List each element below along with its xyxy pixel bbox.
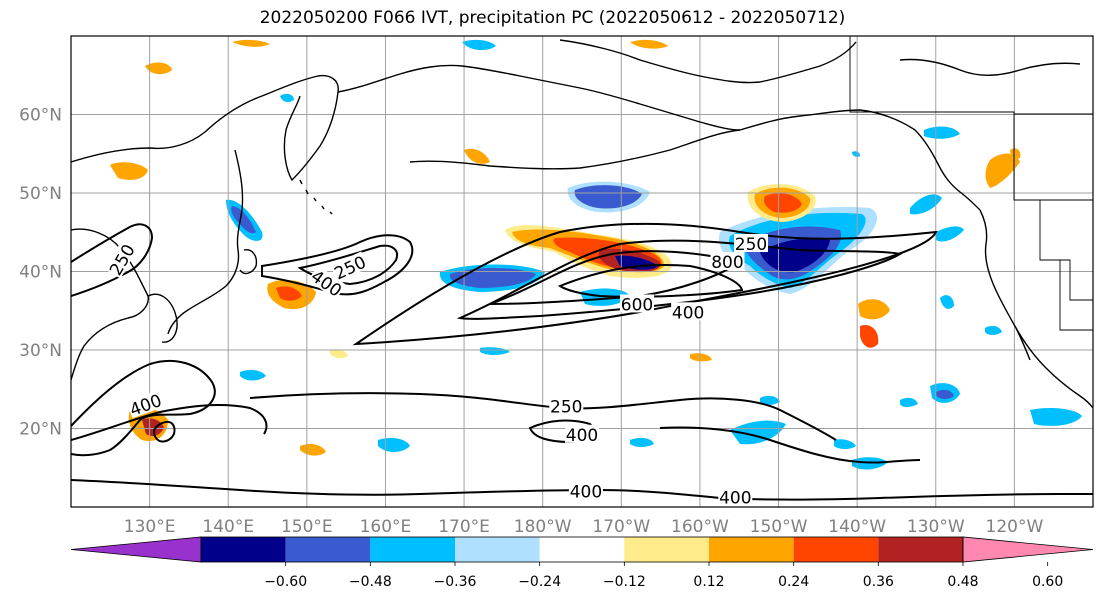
colorbar-tick-label: 0.36 xyxy=(863,574,894,590)
political-boundaries xyxy=(849,36,1093,331)
longitude-label: 170°E xyxy=(438,517,490,537)
contour-label-background xyxy=(568,481,603,500)
longitude-label: 180°W xyxy=(514,517,572,537)
colorbar-segment xyxy=(455,537,540,562)
colorbar-tick-label: −0.12 xyxy=(603,574,646,590)
colorbar-tick-label: −0.24 xyxy=(518,574,561,590)
contour-label-background xyxy=(330,251,369,283)
longitude-label: 140°W xyxy=(828,517,886,537)
latitude-label: 20°N xyxy=(19,420,62,440)
longitude-label: 160°W xyxy=(671,517,729,537)
contour-label-background xyxy=(307,265,347,300)
ivt-contour-label: 400 xyxy=(672,303,704,323)
colorbar-tick-label: 0.60 xyxy=(1032,574,1063,590)
longitude-label: 150°W xyxy=(750,517,808,537)
longitude-label: 160°E xyxy=(360,517,412,537)
ivt-contour-label: 400 xyxy=(719,489,751,509)
longitude-label: 130°W xyxy=(907,517,965,537)
ivt-contour-label: 400 xyxy=(570,482,602,502)
ivt-contours xyxy=(71,222,1093,501)
ivt-contour-label: 250 xyxy=(735,235,767,255)
longitude-label: 150°E xyxy=(281,517,333,537)
latitude-label: 50°N xyxy=(19,184,62,204)
colorbar-tick-label: −0.48 xyxy=(349,574,392,590)
colorbar-frame xyxy=(200,536,964,563)
colorbar-tick-label: 0.12 xyxy=(693,574,724,590)
colorbar-segment xyxy=(709,537,794,562)
map-frame xyxy=(70,35,1094,508)
latitude-label: 40°N xyxy=(19,263,62,283)
contour-label-background xyxy=(718,487,753,506)
contour-label-background xyxy=(126,389,165,419)
colorbar-segment xyxy=(539,537,625,562)
longitude-label: 130°E xyxy=(124,517,176,537)
longitude-labels: 130°E 140°E 150°E 160°E 170°E 180°W 170°W 160°W… xyxy=(124,517,1044,537)
colorbar-segment xyxy=(370,537,455,562)
longitude-label: 140°E xyxy=(202,517,254,537)
contour-label-background xyxy=(565,424,599,443)
contour-label-background xyxy=(104,240,138,279)
contour-label-background xyxy=(671,302,706,321)
map-title: 2022050200 F066 IVT, precipitation PC (2… xyxy=(259,8,846,28)
longitude-label: 120°W xyxy=(986,517,1044,537)
contour-label-background xyxy=(549,396,584,415)
colorbar-tick-label: 0.24 xyxy=(778,574,809,590)
coastlines xyxy=(71,39,1093,409)
ivt-contour-label: 250 xyxy=(550,398,582,418)
colorbar-tick-label: −0.60 xyxy=(264,574,307,590)
ivt-contour-label: 800 xyxy=(711,253,743,273)
ivt-contour-label: 400 xyxy=(566,426,598,446)
ivt-contour-label: 600 xyxy=(621,295,653,315)
map-graticule xyxy=(71,36,1093,507)
longitude-label: 170°W xyxy=(592,517,650,537)
colorbar-segment xyxy=(201,537,286,562)
contour-label-background xyxy=(620,294,655,313)
colorbar: −0.60 −0.48 −0.36 −0.24 −0.12 0.12 0.24 0.36 0.4… xyxy=(70,536,1094,590)
latitude-label: 60°N xyxy=(19,106,62,126)
colorbar-segment xyxy=(624,537,709,562)
contour-label-background xyxy=(734,234,769,253)
colorbar-extend-high xyxy=(962,536,1094,563)
colorbar-segment xyxy=(285,537,371,562)
colorbar-segment xyxy=(793,537,879,562)
colorbar-segment xyxy=(878,537,963,562)
latitude-labels: 60°N 50°N 40°N 30°N 20°N xyxy=(19,106,62,440)
colorbar-extend-low xyxy=(70,536,202,563)
contour-label-background xyxy=(710,252,745,271)
colorbar-tick-label: −0.36 xyxy=(434,574,477,590)
colorbar-tick-label: 0.48 xyxy=(947,574,978,590)
latitude-label: 30°N xyxy=(19,341,62,361)
